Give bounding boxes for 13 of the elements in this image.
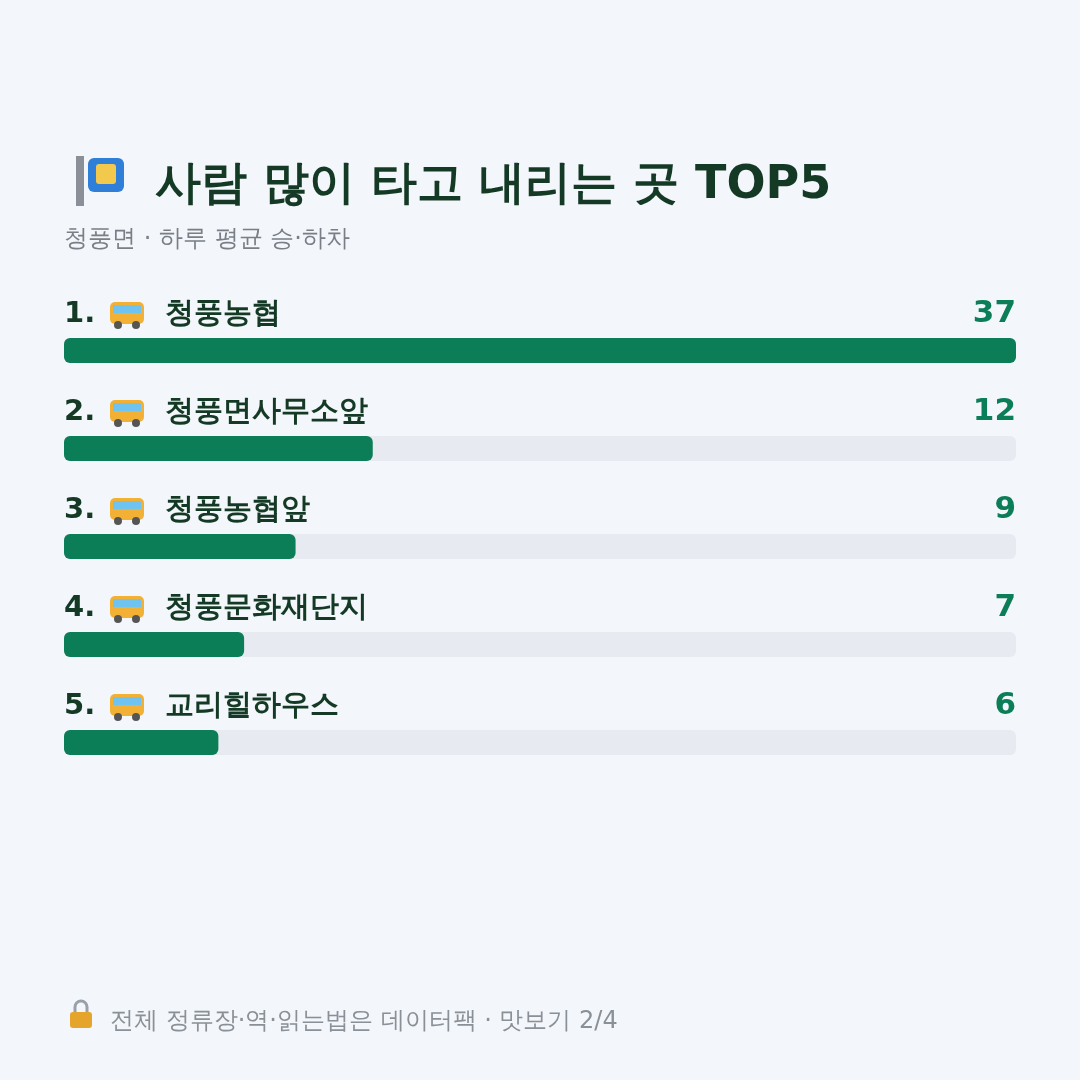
category-label: 4. 청풍문화재단지	[64, 589, 368, 623]
text: 전체 정류장·역·읽는법은 데이터팩 · 맛보기 2/4	[110, 1006, 618, 1034]
category-label: 5. 교리힐하우스	[64, 687, 339, 721]
data-label: 9	[994, 489, 1016, 525]
category-label: 1. 청풍농협	[64, 295, 281, 329]
data-label: 12	[972, 391, 1016, 427]
chart-subtitle: 청풍면 · 하루 평균 승·하차	[64, 224, 350, 252]
category-label: 2. 청풍면사무소앞	[64, 393, 368, 427]
data-label: 37	[972, 293, 1016, 329]
data-label: 7	[994, 587, 1016, 623]
category-label: 3. 청풍농협앞	[64, 491, 310, 525]
chart-title: 사람 많이 타고 내리는 곳 TOP5	[155, 155, 832, 209]
data-label: 6	[994, 685, 1016, 721]
